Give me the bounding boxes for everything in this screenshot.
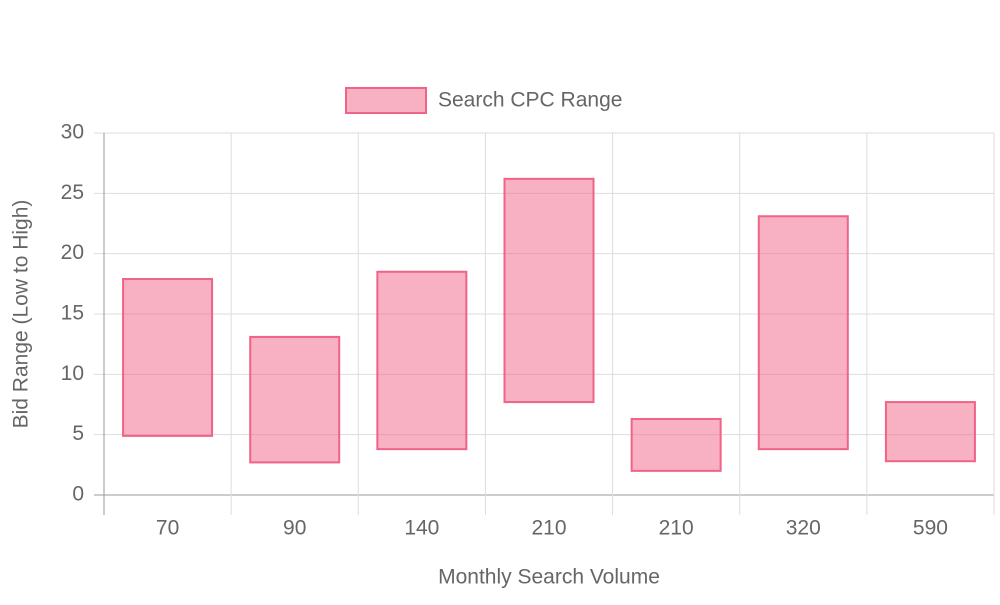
x-tick-label: 320 [786, 517, 821, 540]
x-axis-title: Monthly Search Volume [438, 566, 660, 589]
x-tick-label: 210 [531, 517, 566, 540]
x-tick-label: 90 [283, 517, 306, 540]
bar [503, 177, 595, 404]
x-tick-label: 140 [404, 517, 439, 540]
y-tick-label: 30 [61, 121, 84, 144]
bar [376, 270, 468, 451]
x-tick-label: 70 [156, 517, 179, 540]
y-tick-label: 25 [61, 181, 84, 204]
y-tick-label: 0 [72, 483, 84, 506]
bar [249, 335, 341, 464]
y-tick-label: 20 [61, 241, 84, 264]
y-tick-label: 5 [72, 422, 84, 445]
bar [122, 278, 214, 437]
x-tick-label: 590 [913, 517, 948, 540]
bar [630, 417, 722, 472]
y-axis-title: Bid Range (Low to High) [10, 200, 33, 429]
x-tick-label: 210 [659, 517, 694, 540]
bar [884, 401, 976, 463]
legend-swatch [345, 87, 427, 114]
legend-label: Search CPC Range [438, 89, 622, 112]
bar [757, 215, 849, 451]
y-tick-label: 10 [61, 362, 84, 385]
y-tick-label: 15 [61, 302, 84, 325]
